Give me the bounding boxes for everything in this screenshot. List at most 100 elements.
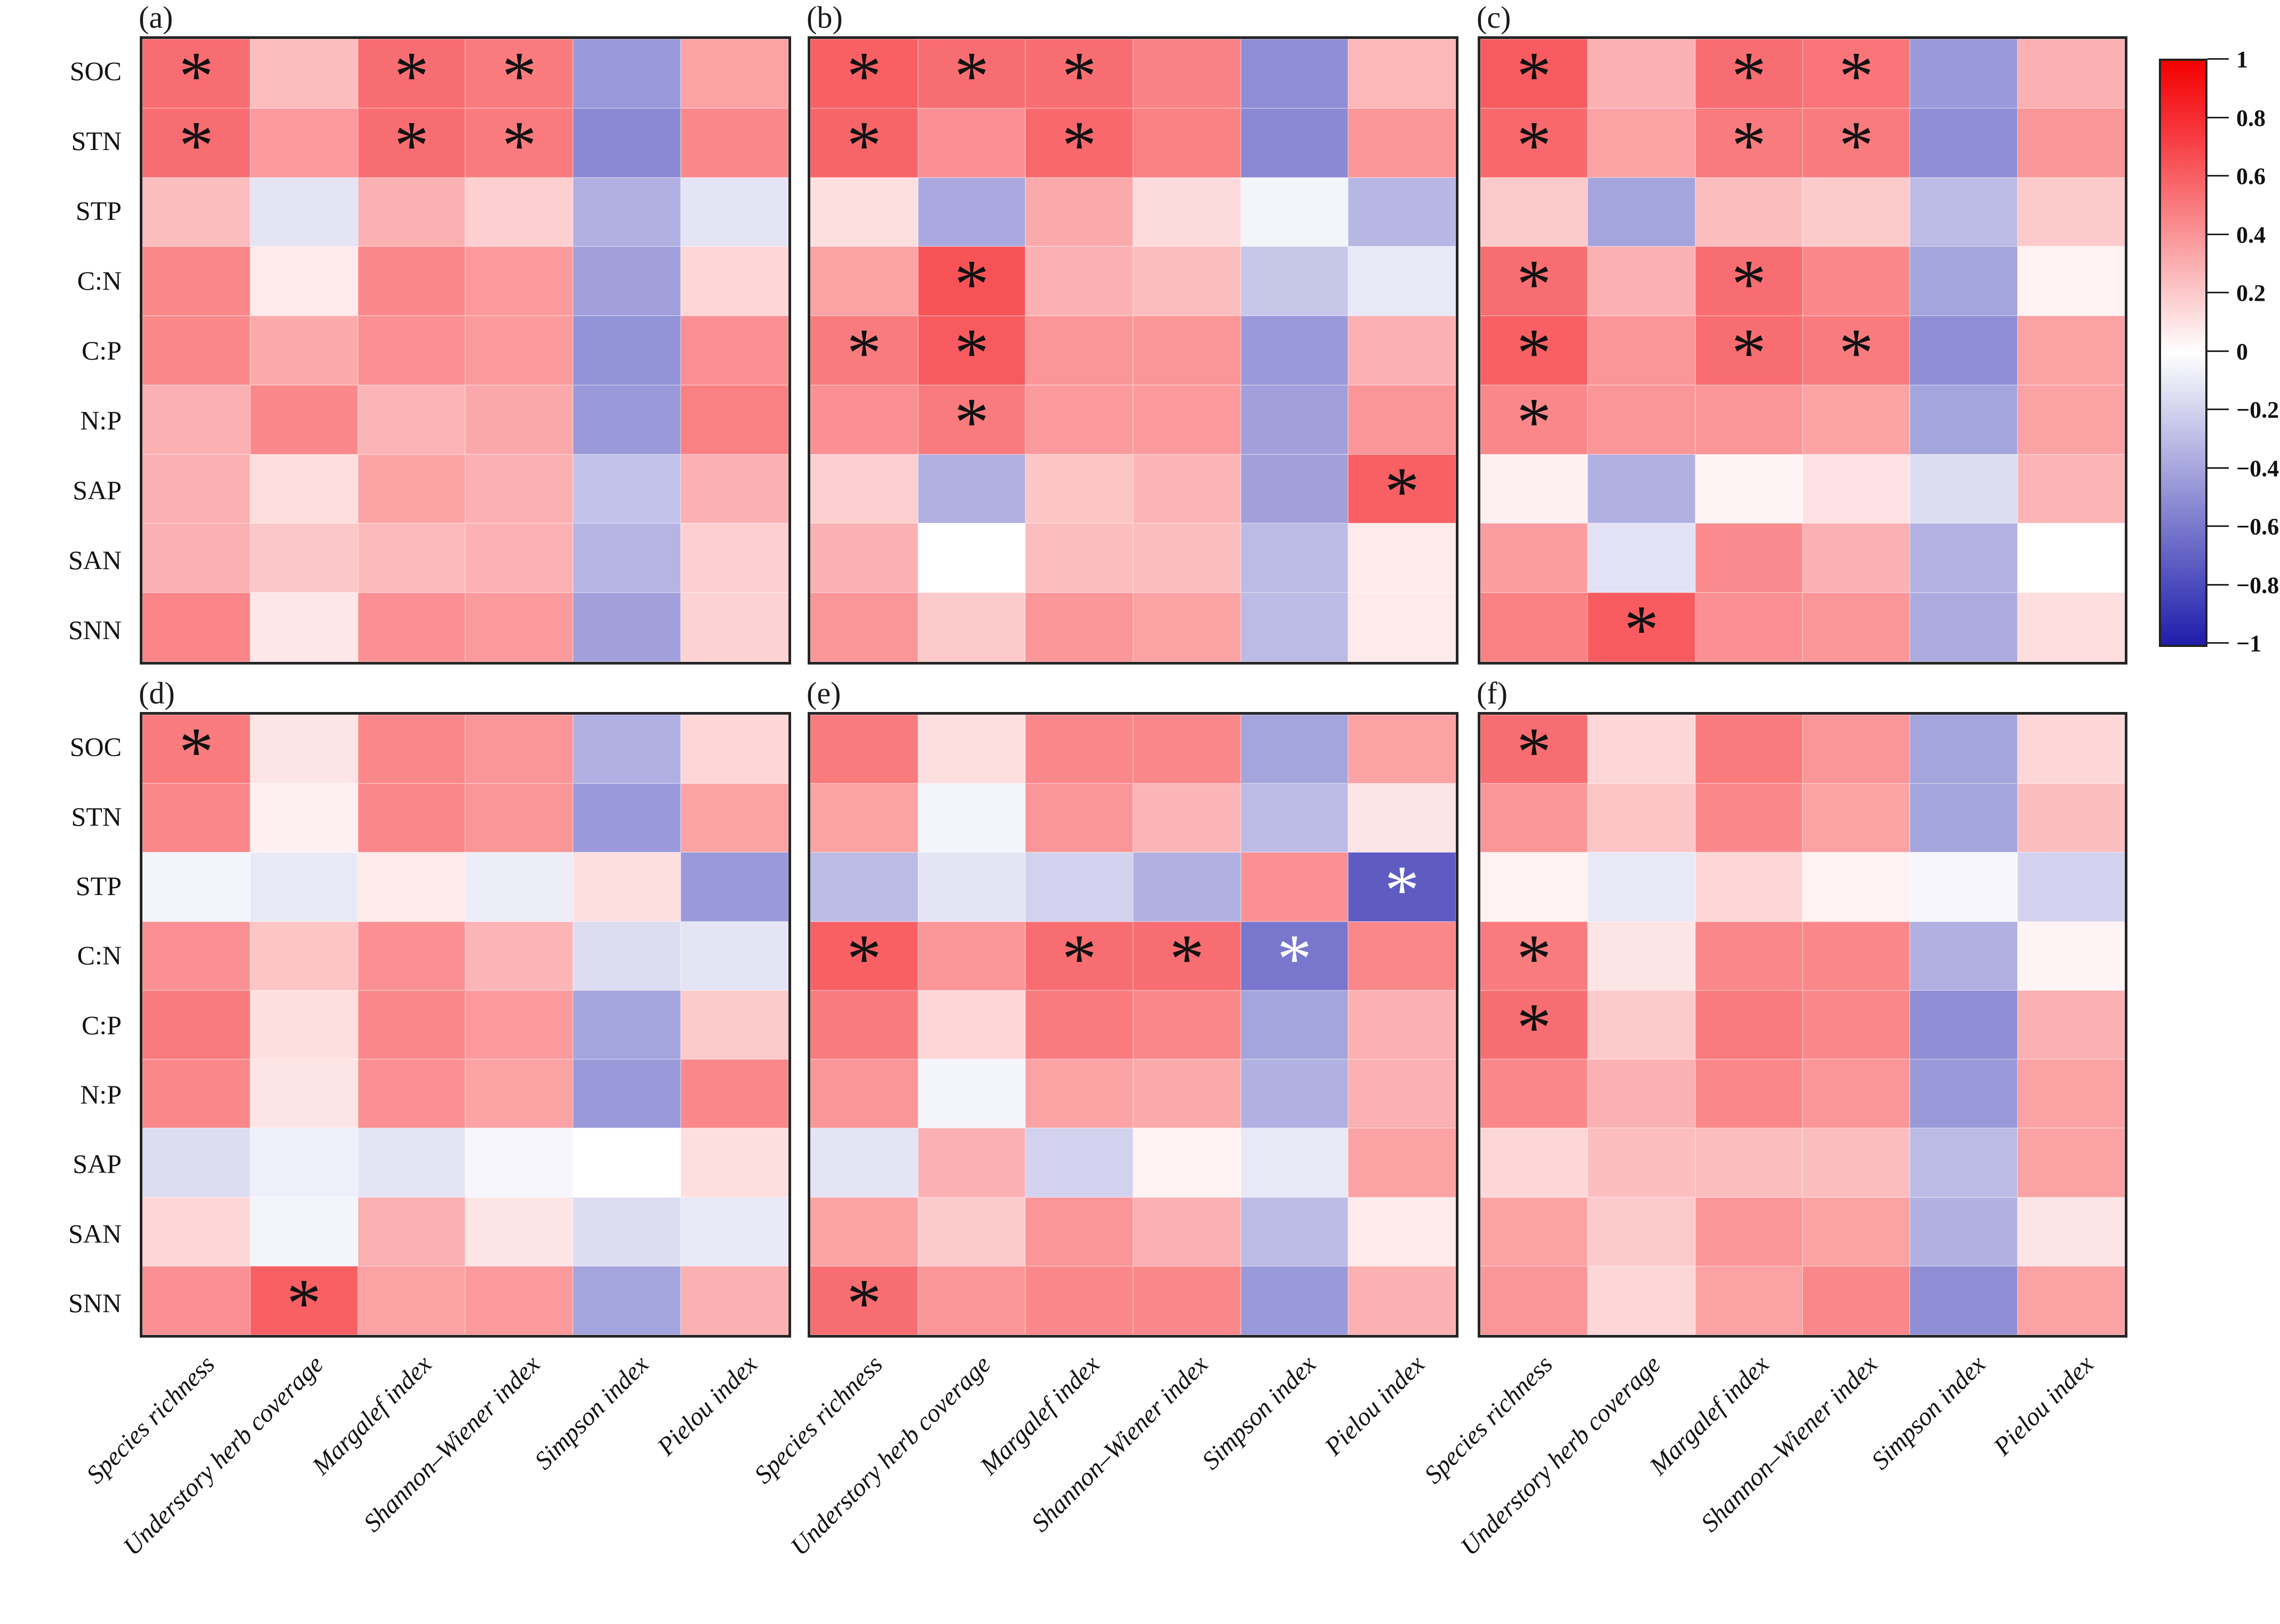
significance-star: * (1839, 107, 1874, 184)
heatmap-cell (357, 593, 466, 662)
heatmap-cell (465, 1128, 573, 1197)
heatmap-cell: * (810, 1266, 918, 1338)
heatmap-cell (2017, 921, 2125, 990)
heatmap-cell (465, 523, 573, 593)
heatmap-cell (465, 1059, 573, 1129)
heatmap-cell (1910, 715, 2018, 784)
significance-star: * (1517, 920, 1552, 997)
heatmap-cell (1910, 1197, 2018, 1266)
heatmap-cell (465, 921, 573, 990)
heatmap-cell (1695, 1128, 1803, 1197)
heatmap-cell: * (1480, 385, 1588, 457)
heatmap-cell (573, 246, 681, 316)
significance-star: * (501, 107, 537, 184)
heatmap-cell (250, 246, 358, 316)
heatmap-cell (1133, 523, 1241, 593)
row-label-san: SAN (68, 1218, 122, 1249)
heatmap-cell (810, 593, 918, 662)
heatmap-cell (1025, 523, 1133, 593)
panel-letter-e: (e) (807, 676, 841, 710)
heatmap-cell (250, 177, 358, 247)
x-axis-label-pielou-index: Pielou index (651, 1350, 763, 1461)
heatmap-cell (1025, 1197, 1133, 1266)
heatmap-cell (918, 783, 1026, 853)
heatmap-cell (1910, 177, 2018, 247)
colorbar-tick (2207, 292, 2229, 293)
heatmap-cell (1133, 715, 1241, 784)
significance-star: * (1517, 107, 1552, 184)
heatmap-cell (1133, 1059, 1241, 1129)
heatmap-cell (1802, 385, 1910, 454)
heatmap-cell (2017, 1128, 2125, 1197)
heatmap-cell (1588, 990, 1695, 1060)
heatmap-cell (1240, 39, 1349, 108)
heatmap-cell (1802, 523, 1910, 593)
heatmap-cell (1480, 454, 1588, 524)
heatmap-cell (1240, 523, 1349, 593)
heatmap-cell (1802, 783, 1910, 853)
heatmap-cell (918, 1059, 1026, 1129)
heatmap-cell (1480, 177, 1588, 247)
heatmap-cell (810, 783, 918, 853)
row-label-stp: STP (75, 196, 122, 226)
colorbar-tick-label: 0.6 (2236, 163, 2266, 189)
heatmap-cell (1802, 1128, 1910, 1197)
x-axis-label-shannon-wiener-index: Shannon–Wiener index (1695, 1350, 1883, 1538)
heatmap-cell (1133, 1128, 1241, 1197)
heatmap-cell (1133, 1197, 1241, 1266)
heatmap-cell (1240, 715, 1349, 784)
heatmap-cell (465, 1197, 573, 1266)
heatmap-cell (465, 177, 573, 247)
heatmap-cell (1348, 593, 1456, 662)
heatmap-cell (357, 316, 466, 385)
heatmap-cell (918, 921, 1026, 990)
heatmap-cell (1695, 1266, 1803, 1335)
significance-star: * (1624, 591, 1659, 669)
significance-star: * (847, 107, 882, 184)
heatmap-cell (1588, 1197, 1695, 1266)
heatmap-cell (1910, 108, 2018, 178)
heatmap-cell (918, 990, 1026, 1060)
heatmap-cell (1588, 523, 1695, 593)
heatmap-cell (1480, 1197, 1588, 1266)
heatmap-cell: * (1348, 453, 1456, 530)
heatmap-cell (2017, 385, 2125, 454)
heatmap-cell (1588, 1266, 1695, 1335)
heatmap-cell (1695, 1197, 1803, 1266)
heatmap-cell (142, 1197, 250, 1266)
heatmap-cell (1348, 246, 1456, 316)
colorbar-tick (2207, 642, 2229, 644)
heatmap-cell (810, 454, 918, 524)
heatmap-cell (250, 454, 358, 524)
heatmap-cell: * (1695, 246, 1803, 319)
heatmap-cell (250, 1197, 358, 1266)
heatmap-cell (1695, 1059, 1803, 1129)
heatmap-cell (357, 1128, 466, 1197)
row-label-sap: SAP (73, 1149, 122, 1179)
heatmap-cell (250, 593, 358, 662)
heatmap-cell: * (1480, 990, 1588, 1062)
heatmap-cell (1133, 990, 1241, 1060)
heatmap-cell (1802, 454, 1910, 524)
heatmap-cell (573, 1266, 681, 1335)
heatmap-cell (681, 454, 788, 524)
heatmap-cell (1802, 1197, 1910, 1266)
heatmap-cell (465, 715, 573, 784)
heatmap-cell (1480, 593, 1588, 662)
heatmap-cell (1695, 454, 1803, 524)
heatmap-cell (357, 385, 466, 454)
heatmap-cell (810, 715, 918, 784)
heatmap-cell (573, 454, 681, 524)
significance-star: * (1384, 453, 1420, 530)
heatmap-cell (1240, 454, 1349, 524)
heatmap-cell (1133, 177, 1241, 247)
heatmap-cell: * (1480, 921, 1588, 994)
heatmap-cell: * (1588, 591, 1695, 669)
colorbar-tick-label: 1 (2236, 46, 2248, 73)
heatmap-cell (1240, 316, 1349, 385)
heatmap-cell: * (1480, 316, 1588, 388)
heatmap-cell: * (1240, 921, 1349, 994)
heatmap-cell (1802, 715, 1910, 784)
row-label-soc: SOC (69, 732, 122, 762)
heatmap-cell: * (918, 39, 1026, 111)
